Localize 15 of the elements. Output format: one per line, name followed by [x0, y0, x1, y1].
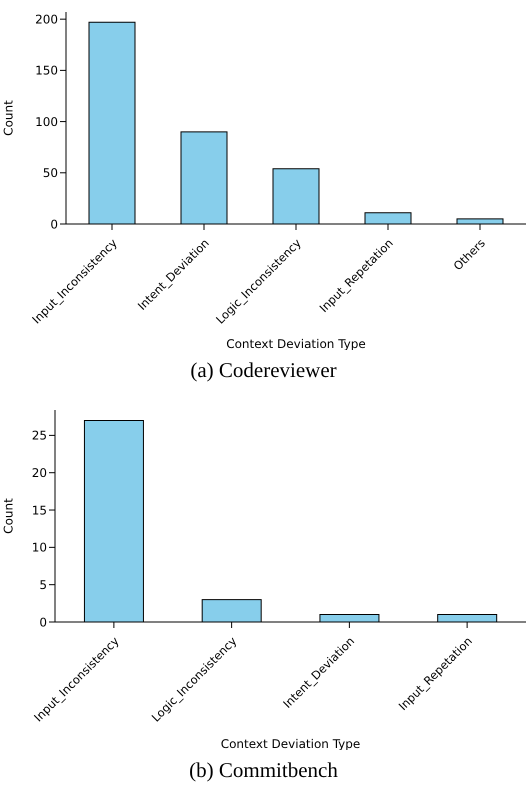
y-tick-label: 100 [35, 114, 58, 129]
text: (b) Commitbench [188, 758, 339, 783]
y-tick-label: 150 [35, 64, 58, 78]
y-tick-label: 25 [32, 428, 47, 443]
y-axis-title: Count [1, 498, 16, 534]
y-tick-label: 15 [32, 503, 47, 518]
y-tick-label: 50 [42, 166, 58, 180]
y-tick-label: 0 [50, 217, 58, 232]
text: (a) Codereviewer [189, 358, 338, 383]
y-tick-label: 10 [32, 540, 47, 555]
y-tick-label: 0 [39, 615, 47, 630]
y-tick-label: 5 [39, 578, 47, 592]
y-tick-label: 20 [32, 466, 47, 480]
y-tick-label: 200 [35, 12, 58, 26]
y-axis-title: Count [1, 100, 16, 136]
